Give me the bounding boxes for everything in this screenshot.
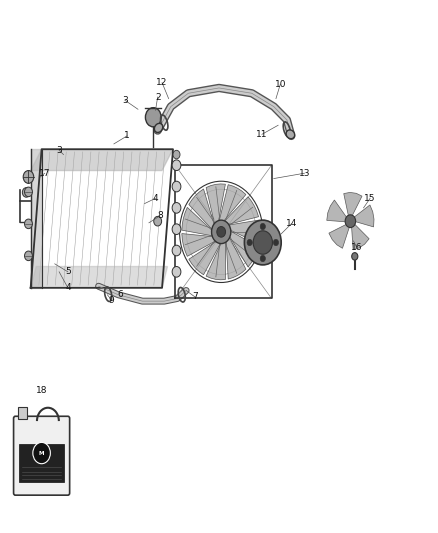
Circle shape [23, 171, 34, 183]
Circle shape [172, 203, 181, 213]
Text: 11: 11 [256, 130, 268, 139]
Circle shape [172, 181, 181, 192]
Text: 16: 16 [351, 244, 363, 252]
Circle shape [172, 224, 181, 235]
Polygon shape [182, 207, 214, 236]
Circle shape [173, 150, 180, 159]
Text: 14: 14 [286, 220, 297, 228]
Text: 1: 1 [124, 132, 130, 140]
Polygon shape [229, 230, 258, 267]
Polygon shape [329, 224, 350, 248]
Text: 2: 2 [155, 93, 160, 101]
Circle shape [25, 187, 32, 197]
Text: 18: 18 [36, 386, 47, 394]
Text: 3: 3 [56, 146, 62, 155]
Circle shape [247, 239, 252, 246]
Text: 10: 10 [275, 80, 286, 88]
Circle shape [244, 220, 281, 265]
Circle shape [217, 227, 226, 237]
Polygon shape [353, 205, 374, 227]
Polygon shape [219, 184, 246, 223]
Polygon shape [226, 236, 246, 279]
Bar [19, 443, 64, 482]
Circle shape [260, 223, 265, 230]
Ellipse shape [286, 130, 295, 139]
Circle shape [154, 216, 162, 226]
Polygon shape [189, 189, 215, 231]
Circle shape [273, 239, 279, 246]
Circle shape [260, 255, 265, 262]
Circle shape [25, 251, 32, 261]
Text: 4: 4 [153, 194, 158, 203]
Circle shape [253, 231, 272, 254]
Polygon shape [344, 192, 362, 217]
Text: 6: 6 [117, 290, 124, 298]
Text: 4: 4 [65, 284, 71, 292]
Text: 13: 13 [299, 169, 310, 177]
Text: M: M [39, 450, 44, 456]
Text: 8: 8 [157, 212, 163, 220]
Circle shape [172, 266, 181, 277]
Circle shape [33, 442, 50, 464]
Circle shape [25, 219, 32, 229]
Polygon shape [206, 184, 226, 226]
Text: 12: 12 [156, 78, 168, 87]
Circle shape [145, 108, 161, 127]
Text: 3: 3 [122, 96, 128, 104]
Ellipse shape [154, 123, 163, 133]
Circle shape [172, 245, 181, 256]
Polygon shape [206, 240, 226, 280]
Text: 17: 17 [39, 169, 50, 177]
Circle shape [172, 160, 181, 171]
Text: 7: 7 [192, 293, 198, 301]
Polygon shape [31, 149, 173, 171]
FancyBboxPatch shape [14, 416, 70, 495]
Polygon shape [327, 200, 348, 222]
Polygon shape [31, 149, 42, 288]
Polygon shape [189, 240, 222, 274]
Bar [18, 407, 27, 419]
Polygon shape [227, 220, 261, 244]
Circle shape [212, 220, 231, 244]
Polygon shape [223, 197, 258, 225]
Text: 9: 9 [109, 296, 115, 304]
Circle shape [352, 253, 358, 260]
Polygon shape [351, 223, 369, 250]
Polygon shape [31, 266, 167, 288]
Text: 15: 15 [364, 194, 376, 203]
Text: 5: 5 [65, 268, 71, 276]
Polygon shape [182, 233, 217, 256]
Circle shape [22, 188, 30, 197]
Circle shape [345, 215, 356, 228]
